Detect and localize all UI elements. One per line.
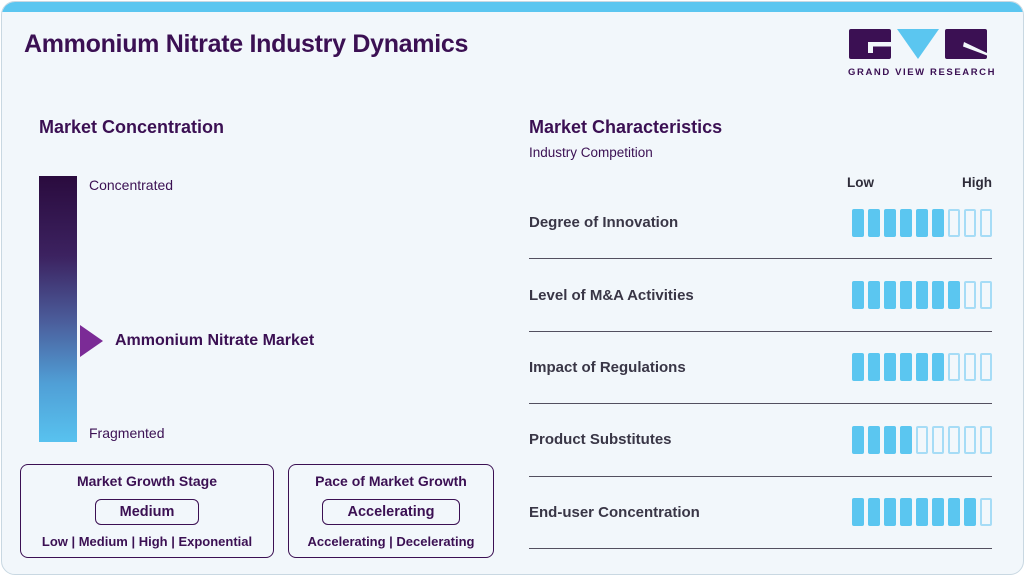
rating-bar <box>852 353 992 382</box>
rating-segment-filled <box>868 498 880 527</box>
rating-segment-filled <box>964 498 976 527</box>
growth-pace-title: Pace of Market Growth <box>315 473 467 489</box>
rating-segment-filled <box>900 208 912 237</box>
rating-segment-filled <box>932 498 944 527</box>
market-characteristics-title: Market Characteristics <box>529 117 723 137</box>
market-position-label: Ammonium Nitrate Market <box>115 332 315 349</box>
characteristic-label: Level of M&A Activities <box>529 286 694 304</box>
scale-low-label: Low <box>847 175 874 190</box>
gvr-logo: GRAND VIEW RESEARCH <box>848 29 997 78</box>
rating-segment-filled <box>868 208 880 237</box>
concentration-gradient-bar <box>39 176 77 442</box>
rating-segment-filled <box>932 353 944 382</box>
rating-bar <box>852 425 992 454</box>
gvr-logo-text: GRAND VIEW RESEARCH <box>848 67 997 78</box>
rating-segment-filled <box>852 208 864 237</box>
characteristic-label: Product Substitutes <box>529 431 672 449</box>
rating-segment-empty <box>948 425 960 454</box>
rating-segment-empty <box>948 208 960 237</box>
rating-segment-filled <box>884 208 896 237</box>
rating-segment-empty <box>980 498 992 527</box>
characteristic-label: End-user Concentration <box>529 503 700 521</box>
rating-segment-filled <box>852 281 864 310</box>
scale-high-label: High <box>962 175 992 190</box>
market-position-arrow-icon <box>80 325 103 357</box>
characteristic-row: Level of M&A Activities <box>529 259 992 332</box>
rating-segment-filled <box>868 281 880 310</box>
rating-bar <box>852 208 992 237</box>
growth-stage-value: Medium <box>94 498 200 525</box>
rating-segment-filled <box>852 353 864 382</box>
growth-stage-title: Market Growth Stage <box>76 473 218 489</box>
rating-segment-empty <box>980 425 992 454</box>
rating-segment-empty <box>964 425 976 454</box>
characteristic-row: End-user Concentration <box>529 477 992 549</box>
rating-segment-filled <box>852 498 864 527</box>
rating-segment-filled <box>852 425 864 454</box>
rating-segment-filled <box>916 281 928 310</box>
rating-segment-filled <box>948 281 960 310</box>
rating-segment-filled <box>884 498 896 527</box>
characteristic-row: Product Substitutes <box>529 404 992 477</box>
growth-stage-options: Low | Medium | High | Exponential <box>41 534 253 549</box>
rating-segment-empty <box>932 425 944 454</box>
rating-segment-empty <box>948 353 960 382</box>
characteristics-list: Degree of Innovation Level of M&A Activit… <box>529 187 992 549</box>
rating-segment-empty <box>980 281 992 310</box>
characteristic-row: Impact of Regulations <box>529 332 992 405</box>
pace-of-growth-box: Pace of Market Growth Accelerating Accel… <box>288 464 494 558</box>
characteristic-label: Impact of Regulations <box>529 358 686 376</box>
rating-segment-empty <box>964 208 976 237</box>
top-accent-bar <box>2 2 1023 12</box>
rating-bar <box>852 281 992 310</box>
rating-segment-filled <box>868 425 880 454</box>
characteristic-row: Degree of Innovation <box>529 187 992 260</box>
rating-segment-empty <box>980 353 992 382</box>
growth-pace-value: Accelerating <box>322 498 460 525</box>
rating-segment-filled <box>884 425 896 454</box>
rating-segment-empty <box>980 208 992 237</box>
fragmented-label: Fragmented <box>89 425 165 441</box>
rating-segment-filled <box>900 498 912 527</box>
rating-segment-empty <box>964 353 976 382</box>
rating-segment-filled <box>900 281 912 310</box>
market-growth-stage-box: Market Growth Stage Medium Low | Medium … <box>20 464 274 558</box>
rating-segment-filled <box>868 353 880 382</box>
growth-pace-options: Accelerating | Decelerating <box>307 534 475 549</box>
rating-segment-filled <box>932 281 944 310</box>
rating-segment-filled <box>900 353 912 382</box>
gvr-logo-marks <box>849 29 987 59</box>
rating-segment-filled <box>916 353 928 382</box>
rating-segment-filled <box>884 353 896 382</box>
rating-segment-empty <box>916 425 928 454</box>
rating-scale-header: Low High <box>847 175 992 190</box>
rating-segment-filled <box>948 498 960 527</box>
rating-segment-empty <box>964 281 976 310</box>
concentrated-label: Concentrated <box>89 177 174 193</box>
page-title: Ammonium Nitrate Industry Dynamics <box>24 30 469 58</box>
rating-segment-filled <box>932 208 944 237</box>
rating-segment-filled <box>884 281 896 310</box>
market-concentration-title: Market Concentration <box>39 117 225 137</box>
rating-segment-filled <box>916 498 928 527</box>
rating-segment-filled <box>900 425 912 454</box>
rating-bar <box>852 498 992 527</box>
industry-competition-subtitle: Industry Competition <box>529 145 653 160</box>
characteristic-label: Degree of Innovation <box>529 214 679 232</box>
rating-segment-filled <box>916 208 928 237</box>
